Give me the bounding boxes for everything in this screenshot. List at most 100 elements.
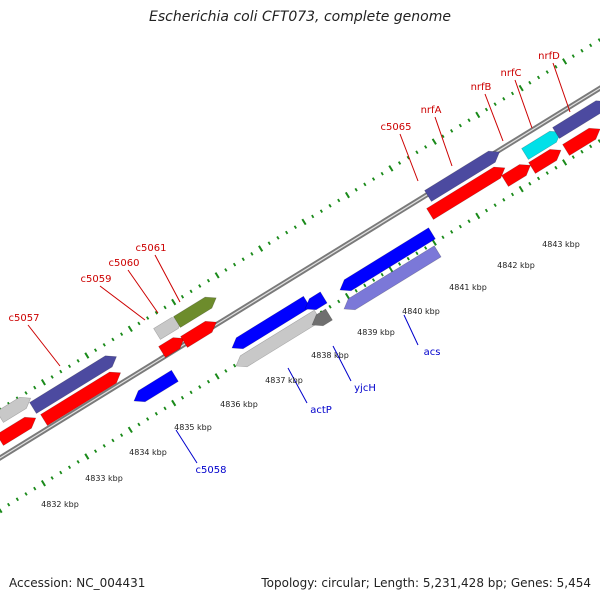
gene-c5065	[424, 150, 500, 202]
bottom-ruler-tick	[93, 449, 98, 453]
gene-label-c5057: c5057	[9, 313, 40, 324]
tick-label: 4839 kbp	[357, 328, 395, 337]
bottom-ruler-tick	[571, 155, 575, 159]
top-ruler-tick	[24, 391, 28, 395]
top-ruler-tick	[371, 177, 376, 181]
gene-label-c5059: c5059	[81, 274, 112, 285]
bottom-ruler-tick	[50, 476, 54, 480]
top-ruler-tick	[475, 111, 481, 119]
gene-c5058	[133, 369, 179, 403]
top-ruler-tick	[545, 70, 549, 74]
bottom-ruler-tick	[562, 159, 568, 166]
bottom-ruler-tick	[76, 460, 80, 464]
top-ruler-tick	[415, 150, 419, 155]
bottom-ruler-tick	[484, 208, 489, 213]
bottom-ruler-tick	[7, 502, 11, 507]
gene-red-1	[0, 416, 37, 446]
leader-acs	[403, 314, 419, 346]
bottom-ruler-tick	[102, 444, 106, 448]
gene-c5060	[158, 337, 185, 358]
tick-label: 4843 kbp	[542, 240, 580, 249]
gene-red-end	[562, 127, 600, 156]
bottom-ruler-tick	[163, 406, 167, 411]
gene-label-c5061: c5061	[136, 243, 167, 254]
bottom-ruler-tick	[40, 479, 46, 487]
leader-nrfA	[434, 116, 453, 167]
bottom-ruler-tick	[536, 176, 541, 181]
gene-gray-upper	[0, 396, 32, 423]
tick-label: 4841 kbp	[449, 283, 487, 292]
top-ruler-tick	[502, 97, 506, 101]
leader-c5065	[399, 133, 419, 182]
leader-nrfC	[514, 79, 533, 129]
top-ruler-tick	[319, 209, 323, 213]
gene-label-c5058: c5058	[196, 465, 227, 476]
leader-nrfD	[552, 62, 571, 113]
top-ruler-tick	[363, 182, 367, 187]
gene-red-2	[40, 371, 122, 426]
bottom-ruler-tick	[388, 266, 394, 273]
top-ruler-tick	[431, 138, 437, 145]
leader-c5059	[99, 285, 146, 321]
top-ruler-tick	[562, 58, 568, 65]
top-ruler-tick	[589, 43, 593, 48]
top-ruler-tick	[258, 245, 264, 252]
top-ruler-tick	[510, 91, 515, 96]
top-ruler-tick	[50, 375, 54, 379]
top-ruler-tick	[163, 305, 167, 310]
top-ruler-tick	[250, 252, 254, 256]
bottom-ruler-tick	[224, 369, 228, 373]
bottom-ruler-tick	[380, 272, 384, 277]
leader-nrfB	[484, 93, 504, 142]
bottom-ruler-tick	[24, 492, 28, 496]
gene-acs-blue	[339, 227, 436, 292]
leader-c5060	[127, 269, 159, 314]
bottom-ruler-tick	[180, 395, 185, 400]
top-ruler-tick	[198, 284, 202, 288]
top-ruler-tick	[137, 321, 141, 326]
bottom-ruler-tick	[363, 283, 367, 288]
top-ruler-tick	[59, 369, 63, 374]
top-ruler-tick	[328, 203, 332, 208]
gene-nrfA	[426, 166, 506, 220]
top-ruler-tick	[344, 191, 350, 199]
gene-features-layer	[0, 100, 600, 446]
tick-label: 4842 kbp	[497, 261, 535, 270]
bottom-ruler-tick	[198, 385, 202, 389]
gene-label-actP: actP	[310, 405, 332, 416]
bottom-ruler-tick	[502, 198, 506, 202]
bottom-ruler-tick	[415, 251, 419, 256]
tick-label: 4833 kbp	[85, 474, 123, 483]
gene-label-nrfD: nrfD	[538, 51, 560, 62]
top-ruler-tick	[180, 294, 185, 299]
bottom-ruler-tick	[337, 299, 341, 304]
top-ruler-tick	[536, 75, 541, 80]
top-ruler-tick	[484, 107, 489, 112]
bottom-ruler-tick	[59, 470, 63, 475]
bottom-ruler-tick	[580, 149, 584, 154]
gene-label-c5065: c5065	[381, 122, 412, 133]
tick-label: 4835 kbp	[174, 423, 212, 432]
bottom-ruler-tick	[528, 181, 532, 186]
tick-labels-layer: 4832 kbp 4833 kbp 4834 kbp 4835 kbp 4836 kbp…	[41, 240, 580, 509]
gene-c5061	[173, 296, 217, 328]
bottom-ruler-tick	[137, 422, 141, 427]
bottom-ruler-tick	[545, 171, 549, 175]
top-ruler-tick	[93, 348, 98, 352]
leader-c5058	[175, 429, 198, 464]
top-ruler-tick	[154, 310, 158, 315]
genome-summary-text: Topology: circular; Length: 5,231,428 bp…	[261, 576, 591, 590]
top-ruler-tick	[67, 364, 72, 369]
bottom-ruler-tick	[467, 219, 471, 224]
top-ruler-tick	[189, 289, 193, 294]
gene-nrfD	[552, 100, 600, 139]
bottom-ruler-tick	[589, 144, 593, 149]
top-ruler-tick	[580, 48, 584, 53]
gene-acs	[343, 245, 442, 311]
top-ruler-tick	[354, 187, 358, 192]
gene-label-nrfC: nrfC	[501, 68, 522, 79]
gene-labels-layer: c5057 c5059 c5060 c5061 c5065 nrfA nrfB nrfC nrf…	[9, 51, 571, 476]
accession-text: Accession: NC_004431	[9, 576, 146, 590]
gene-yjcH	[311, 308, 333, 327]
bottom-ruler-tick	[154, 411, 158, 416]
